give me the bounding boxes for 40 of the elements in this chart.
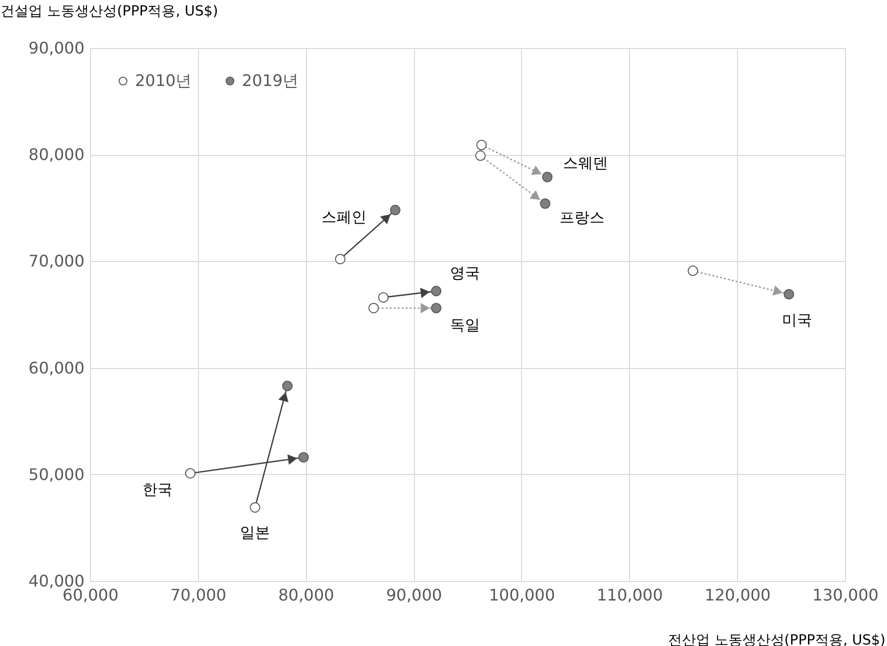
point bbox=[185, 468, 196, 479]
annotation: 영국 bbox=[450, 264, 480, 282]
y-tick-label: 50,000 bbox=[28, 464, 84, 484]
annotation: 스페인 bbox=[322, 208, 367, 226]
y-tick-label: 60,000 bbox=[28, 358, 84, 378]
point bbox=[540, 198, 550, 209]
y-tick-label: 80,000 bbox=[28, 145, 84, 164]
point bbox=[298, 452, 309, 463]
annotation: 일본 bbox=[240, 523, 270, 542]
x-tick-label: 100,000 bbox=[488, 586, 556, 604]
annotation: 독일 bbox=[450, 316, 480, 334]
point bbox=[430, 286, 442, 296]
legend-label: 2019년 bbox=[242, 71, 299, 90]
point bbox=[250, 502, 260, 513]
point bbox=[475, 150, 486, 161]
point bbox=[784, 289, 794, 300]
x-tick-label: 70,000 bbox=[170, 586, 226, 604]
y-tick-label: 70,000 bbox=[28, 252, 84, 271]
y-axis-title: 건설업 노동생산성(PPP적용, US$) bbox=[0, 4, 218, 20]
annotation: 한국 bbox=[142, 480, 172, 498]
y-tick-label: 90,000 bbox=[28, 38, 84, 58]
point bbox=[368, 302, 379, 314]
x-tick-label: 90,000 bbox=[386, 586, 442, 604]
point bbox=[282, 380, 293, 392]
point bbox=[390, 204, 400, 216]
point bbox=[430, 302, 442, 314]
point bbox=[542, 172, 553, 182]
annotation: 미국 bbox=[782, 311, 812, 330]
x-tick-label: 110,000 bbox=[596, 586, 663, 604]
x-tick-label: 80,000 bbox=[278, 586, 334, 604]
point bbox=[688, 266, 698, 276]
point bbox=[378, 292, 389, 303]
x-tick-label: 130,000 bbox=[812, 586, 879, 604]
x-tick-label: 60,000 bbox=[62, 586, 118, 604]
point bbox=[476, 140, 487, 150]
x-tick-label: 120,000 bbox=[704, 586, 771, 604]
annotation: 스웨덴 bbox=[562, 154, 608, 172]
annotation: 프랑스 bbox=[560, 208, 605, 227]
point bbox=[334, 254, 346, 264]
legend-label: 2010년 bbox=[135, 71, 192, 90]
